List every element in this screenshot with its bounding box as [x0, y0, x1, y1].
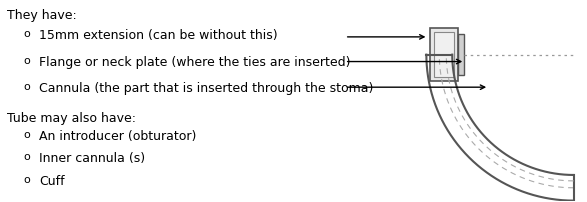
Text: Inner cannula (s): Inner cannula (s) [39, 152, 146, 164]
Text: o: o [23, 82, 30, 92]
Text: o: o [23, 129, 30, 139]
Bar [458, 35, 464, 76]
Text: o: o [23, 174, 30, 184]
Text: o: o [23, 29, 30, 39]
Text: o: o [23, 152, 30, 161]
Text: Cannula (the part that is inserted through the stoma): Cannula (the part that is inserted throu… [39, 82, 373, 95]
Bar [430, 29, 458, 82]
Text: An introducer (obturator): An introducer (obturator) [39, 129, 197, 142]
Text: Tube may also have:: Tube may also have: [8, 111, 136, 124]
Bar [434, 33, 454, 78]
Text: 15mm extension (can be without this): 15mm extension (can be without this) [39, 29, 278, 42]
Text: Flange or neck plate (where the ties are inserted): Flange or neck plate (where the ties are… [39, 55, 350, 68]
Text: o: o [23, 55, 30, 65]
Text: They have:: They have: [8, 9, 77, 22]
Text: Cuff: Cuff [39, 174, 65, 187]
